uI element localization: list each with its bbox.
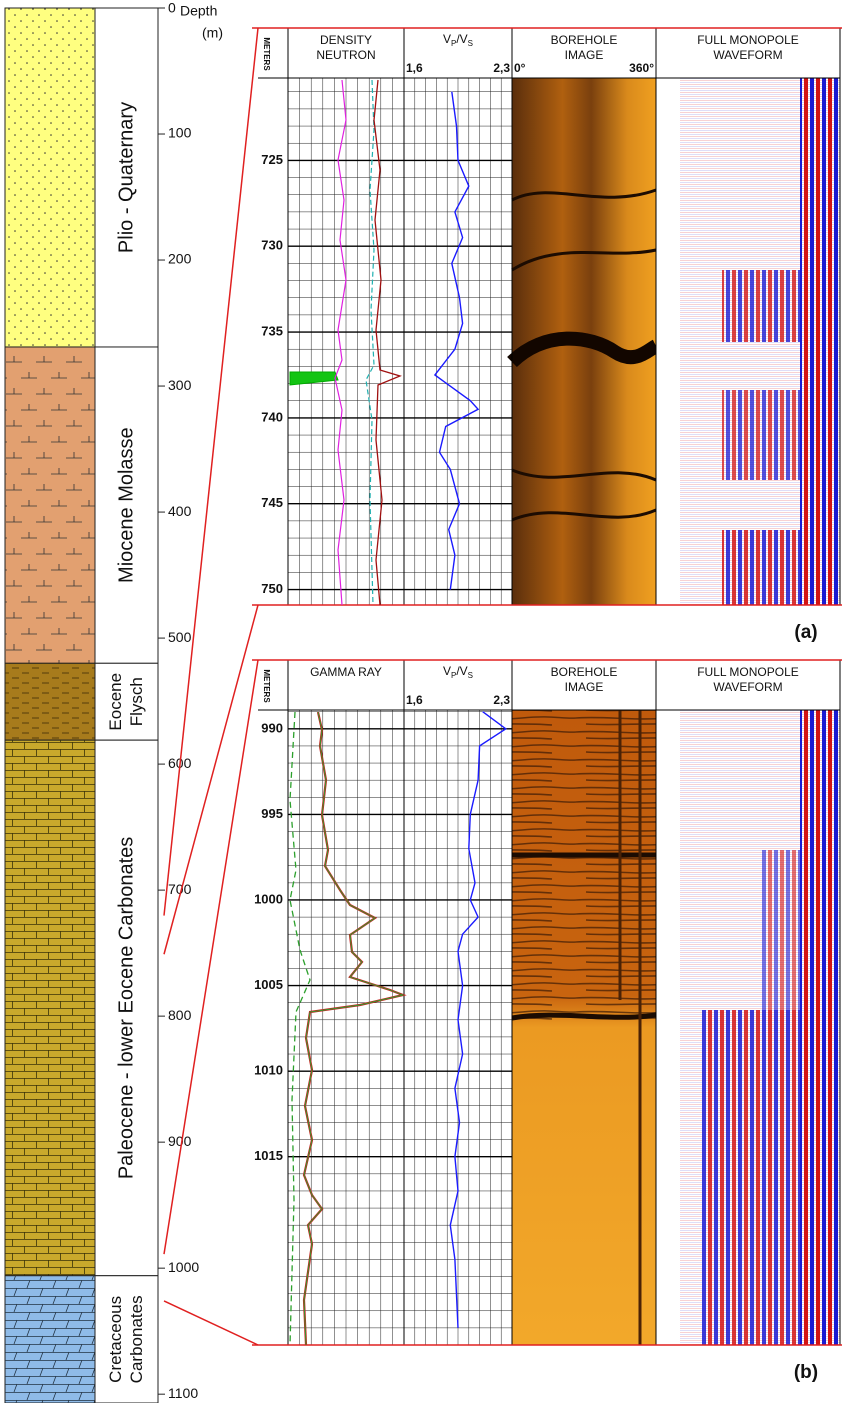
y-tick-label: 1005 [254, 977, 283, 992]
vpvs-curve [435, 92, 478, 590]
unit-name: Miocene Molasse [115, 427, 137, 583]
track-title: IMAGE [565, 48, 604, 62]
y-tick-label: 800 [168, 1007, 192, 1023]
x-tick-label: 2,3 [493, 693, 510, 707]
y-tick-label: 1000 [168, 1259, 199, 1275]
track-title-part: /V [456, 32, 467, 46]
unit-name: Flysch [127, 677, 146, 726]
x-tick-label: 1,6 [406, 61, 423, 75]
panel-label: (b) [794, 1362, 818, 1383]
gamma-ray-curve [304, 712, 403, 1345]
figure: Plio - Quaternary Miocene Molasse EoceneFl… [0, 0, 842, 1403]
depth-label: METERS [262, 37, 271, 71]
density-fill [290, 372, 338, 385]
zoom-line [164, 1301, 258, 1345]
x-tick-label: 360° [629, 61, 654, 75]
track-title: VP/VS [443, 32, 473, 48]
waveform [800, 78, 840, 605]
track-title: BOREHOLE [551, 33, 618, 47]
waveform [800, 710, 840, 1345]
track-title: GAMMA RAY [310, 665, 382, 679]
y-tick-label: 730 [261, 238, 283, 253]
track-title-part: /V [456, 664, 467, 678]
track-title-part: V [443, 32, 451, 46]
axis-label: Depth [180, 3, 217, 19]
axis-label: (m) [202, 25, 223, 41]
track-title: WAVEFORM [713, 680, 782, 694]
gamma-ray-curve [304, 712, 403, 1345]
waveform [722, 390, 800, 480]
waveform [722, 270, 800, 342]
track-title: NEUTRON [316, 48, 375, 62]
y-tick-label: 1000 [254, 891, 283, 906]
track-title-part: S [468, 39, 473, 48]
y-tick-label: 200 [168, 251, 192, 267]
y-tick-label: 100 [168, 125, 192, 141]
unit-name: Cretaceous [106, 1296, 125, 1383]
x-tick-label: 2,3 [493, 61, 510, 75]
track-title: BOREHOLE [551, 665, 618, 679]
lithology-pattern [5, 740, 95, 1276]
y-tick-label: 300 [168, 377, 192, 393]
unit-name: Carbonates [127, 1295, 146, 1383]
y-tick-label: 750 [261, 581, 283, 596]
image-feature [512, 710, 656, 1020]
x-tick-label: 1,6 [406, 693, 423, 707]
density-curve [335, 80, 346, 605]
log-curves [290, 80, 403, 1345]
lithology-pattern [5, 1276, 95, 1403]
unit-name: Plio - Quaternary [115, 102, 137, 253]
density-curve [374, 80, 400, 605]
y-tick-label: 1010 [254, 1063, 283, 1078]
image-tracks [512, 78, 840, 1345]
track-title: VP/VS [443, 664, 473, 680]
track-title: FULL MONOPOLE [697, 33, 799, 47]
lithology-pattern [5, 663, 95, 740]
y-tick-label: 500 [168, 629, 192, 645]
waveform [760, 850, 800, 1010]
y-tick-label: 0 [168, 0, 176, 16]
y-tick-label: 400 [168, 503, 192, 519]
track-title: WAVEFORM [713, 48, 782, 62]
lithology-pattern [5, 8, 95, 347]
y-tick-label: 1015 [254, 1148, 283, 1163]
unit-name: Eocene [106, 673, 125, 731]
track-title: FULL MONOPOLE [697, 665, 799, 679]
waveform [700, 1010, 800, 1345]
y-tick-label: 745 [261, 495, 283, 510]
y-tick-label: 1100 [168, 1385, 198, 1401]
track-title: DENSITY [320, 33, 372, 47]
y-tick-label: 900 [168, 1133, 192, 1149]
y-tick-label: 990 [261, 720, 283, 735]
y-tick-label: 740 [261, 409, 283, 424]
y-tick-label: 725 [261, 152, 283, 167]
track-title-part: V [443, 664, 451, 678]
track-title: IMAGE [565, 680, 604, 694]
x-tick-label: 0° [514, 61, 526, 75]
track-title-part: S [468, 671, 473, 680]
panel-label: (a) [794, 622, 817, 643]
unit-name: Paleocene - lower Eocene Carbonates [115, 837, 137, 1179]
y-tick-label: 735 [261, 323, 283, 338]
neutron-curve [366, 80, 374, 605]
lithology-pattern [5, 347, 95, 663]
waveform [722, 530, 800, 605]
y-tick-label: 995 [261, 806, 283, 821]
depth-label: METERS [262, 669, 271, 703]
zoom-line [164, 660, 258, 1254]
